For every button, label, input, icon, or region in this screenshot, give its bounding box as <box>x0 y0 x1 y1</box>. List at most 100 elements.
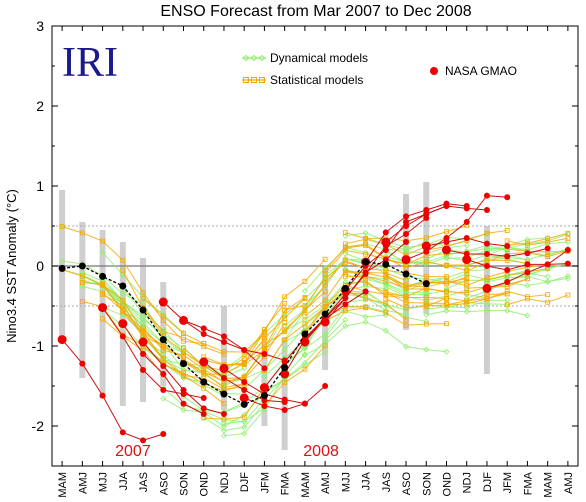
dynamical-model-point <box>140 319 147 326</box>
nasa-gmao-point <box>342 301 349 308</box>
legend-marker <box>243 77 249 83</box>
plot-frame <box>51 25 579 467</box>
statistical-model-point <box>363 236 368 242</box>
statistical-model-point <box>444 289 449 295</box>
statistical-model-point <box>444 229 449 235</box>
nasa-gmao-line <box>466 249 569 271</box>
x-tick-label: MJJ <box>98 472 110 492</box>
statistical-model-point <box>221 385 227 391</box>
dynamical-model-point <box>241 430 248 437</box>
statistical-model-point <box>464 268 470 274</box>
statistical-model-point <box>79 273 85 279</box>
dynamical-model-point <box>564 238 571 245</box>
statistical-model-line <box>446 293 508 306</box>
nasa-gmao-point <box>443 203 450 209</box>
statistical-model-line <box>507 237 568 246</box>
dynamical-model-point <box>524 282 531 289</box>
observed-point <box>119 282 127 290</box>
x-tick-label: JJA <box>361 471 373 490</box>
dynamical-model-point <box>463 308 470 315</box>
dynamical-model-point <box>382 327 389 334</box>
nasa-gmao-point <box>180 400 187 407</box>
y-axis-label: Nino3.4 SST Anomaly (°C) <box>4 189 19 343</box>
statistical-model-point <box>342 260 348 266</box>
dynamical-model-line <box>102 306 204 374</box>
statistical-model-line <box>102 293 245 390</box>
nasa-gmao-point <box>119 429 126 436</box>
x-tick-label: MJJ <box>340 472 352 492</box>
nasa-gmao-point <box>200 325 207 332</box>
statistical-model-point <box>484 295 490 301</box>
dynamical-model-point <box>180 407 187 413</box>
statistical-model-point <box>444 302 449 308</box>
nasa-gmao-point <box>200 411 207 417</box>
nasa-gmao-point <box>180 387 187 393</box>
dynamical-model-line <box>365 259 467 283</box>
nasa-gmao-point <box>362 288 369 295</box>
nasa-gmao-point <box>261 365 268 372</box>
dynamical-model-line <box>284 305 386 366</box>
nasa-gmao-point <box>300 337 310 347</box>
statistical-model-point <box>545 292 551 298</box>
nasa-gmao-point <box>220 411 227 417</box>
statistical-model-point <box>59 224 65 229</box>
dynamical-model-point <box>261 373 268 380</box>
statistical-model-point <box>201 341 207 346</box>
statistical-model-point <box>262 330 267 336</box>
year-labels: 2007 2008 <box>115 443 339 460</box>
nasa-gmao-line <box>446 247 548 257</box>
legend-marker <box>258 54 266 62</box>
dynamical-model-point <box>524 236 531 243</box>
statistical-model-point <box>403 295 409 301</box>
legend-marker <box>251 77 257 83</box>
nasa-gmao-point <box>281 359 288 365</box>
statistical-model-point <box>140 290 146 296</box>
statistical-model-line <box>122 270 225 355</box>
y-tick-label: 3 <box>36 18 44 34</box>
legend-marker <box>259 77 265 83</box>
observed-point <box>301 330 309 338</box>
statistical-model-point <box>342 241 348 247</box>
legend-marker <box>242 54 250 62</box>
statistical-model-point <box>221 416 227 422</box>
nasa-gmao-point <box>241 379 248 385</box>
statistical-model-point <box>444 321 449 327</box>
statistical-model-point <box>403 265 409 271</box>
statistical-model-point <box>79 298 85 304</box>
nasa-gmao-point <box>483 251 490 257</box>
statistical-model-point <box>262 336 267 341</box>
nasa-gmao-point <box>220 375 227 381</box>
legend: Dynamical models Statistical models NASA G… <box>242 51 517 87</box>
statistical-model-point <box>241 414 247 420</box>
statistical-model-line <box>507 294 569 306</box>
x-tick-label: NDJ <box>462 472 474 493</box>
statistical-model-point <box>120 309 126 315</box>
dynamical-model-line <box>324 290 387 312</box>
x-tick-label: SON <box>179 472 191 496</box>
nasa-gmao-point <box>79 360 86 367</box>
statistical-model-line <box>466 278 528 289</box>
statistical-model-point <box>201 366 207 372</box>
statistical-model-line <box>264 290 407 371</box>
dynamical-model-point <box>301 351 308 358</box>
dynamical-model-point <box>423 346 430 353</box>
dynamical-model-point <box>241 365 248 372</box>
statistical-model-point <box>181 354 186 360</box>
nasa-gmao-line <box>324 217 427 323</box>
x-tick-label: JAS <box>381 472 393 492</box>
statistical-model-point <box>464 290 470 296</box>
nasa-gmao-point <box>322 383 329 389</box>
x-tick-label: DJF <box>239 472 251 492</box>
nasa-gmao-point <box>362 271 369 277</box>
y-tick-label: 2 <box>36 98 44 114</box>
statistical-model-line <box>102 318 164 376</box>
statistical-model-point <box>383 293 389 299</box>
observed-point <box>281 364 289 372</box>
x-tick-label: NDJ <box>219 472 231 493</box>
statistical-model-point <box>565 292 571 298</box>
nasa-gmao-point <box>524 261 531 268</box>
statistical-model-point <box>282 320 288 326</box>
statistical-model-line <box>304 292 366 336</box>
nasa-gmao-point <box>564 260 571 267</box>
